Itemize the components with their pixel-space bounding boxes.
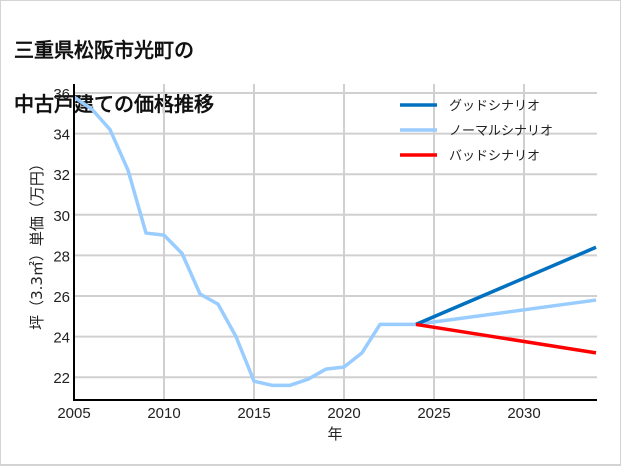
x-tick-label: 2030 <box>507 405 540 422</box>
y-tick-label: 30 <box>53 208 70 225</box>
y-tick-label: 26 <box>53 289 70 306</box>
legend-label: バッドシナリオ <box>449 149 540 164</box>
chart-title-line-1: 三重県松阪市光町の <box>14 38 194 62</box>
x-tick-labels: 2005 2010 2015 2020 2025 2030 <box>57 405 540 422</box>
x-tick-label: 2015 <box>237 405 270 422</box>
series-line <box>415 245 597 327</box>
y-axis-label: 坪（3.3㎡）単価（万円） <box>28 156 46 330</box>
x-tick-label: 2025 <box>417 405 450 422</box>
x-tick-label: 2005 <box>57 405 90 422</box>
legend-label: グッドシナリオ <box>449 99 540 114</box>
y-tick-labels: 22 24 26 28 30 32 34 36 <box>53 86 70 387</box>
axes <box>73 84 597 401</box>
y-tick-label: 22 <box>53 370 70 387</box>
grid-lines <box>74 84 597 400</box>
x-axis-label: 年 <box>327 425 342 443</box>
legend-label: ノーマルシナリオ <box>449 124 553 139</box>
chart-title-line-2: 中古戸建ての価格推移 <box>14 92 214 116</box>
data-series <box>73 95 597 388</box>
y-tick-label: 36 <box>53 86 70 103</box>
chart-title: 三重県松阪市光町の 中古戸建ての価格推移 <box>14 10 214 145</box>
y-tick-label: 34 <box>53 127 70 144</box>
y-tick-label: 32 <box>53 167 70 184</box>
series-line <box>73 95 597 388</box>
series-line <box>415 322 597 355</box>
y-tick-label: 24 <box>53 330 70 347</box>
y-tick-label: 28 <box>53 248 70 265</box>
x-tick-label: 2010 <box>147 405 180 422</box>
x-tick-label: 2020 <box>327 405 360 422</box>
